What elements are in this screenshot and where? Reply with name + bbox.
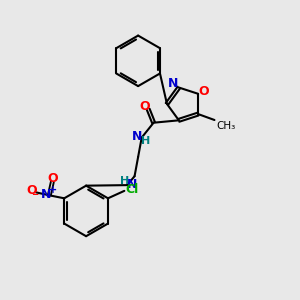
- Text: O: O: [48, 172, 58, 185]
- Text: CH₃: CH₃: [216, 122, 235, 131]
- Text: N: N: [168, 77, 178, 91]
- Text: H: H: [141, 136, 150, 146]
- Text: O: O: [199, 85, 209, 98]
- Text: N: N: [41, 188, 52, 201]
- Text: H: H: [120, 176, 129, 186]
- Text: O: O: [26, 184, 37, 197]
- Text: N: N: [126, 178, 137, 191]
- Text: ⁻: ⁻: [31, 190, 38, 204]
- Text: O: O: [140, 100, 150, 113]
- Text: N: N: [132, 130, 142, 143]
- Text: Cl: Cl: [126, 183, 139, 196]
- Text: +: +: [49, 185, 57, 195]
